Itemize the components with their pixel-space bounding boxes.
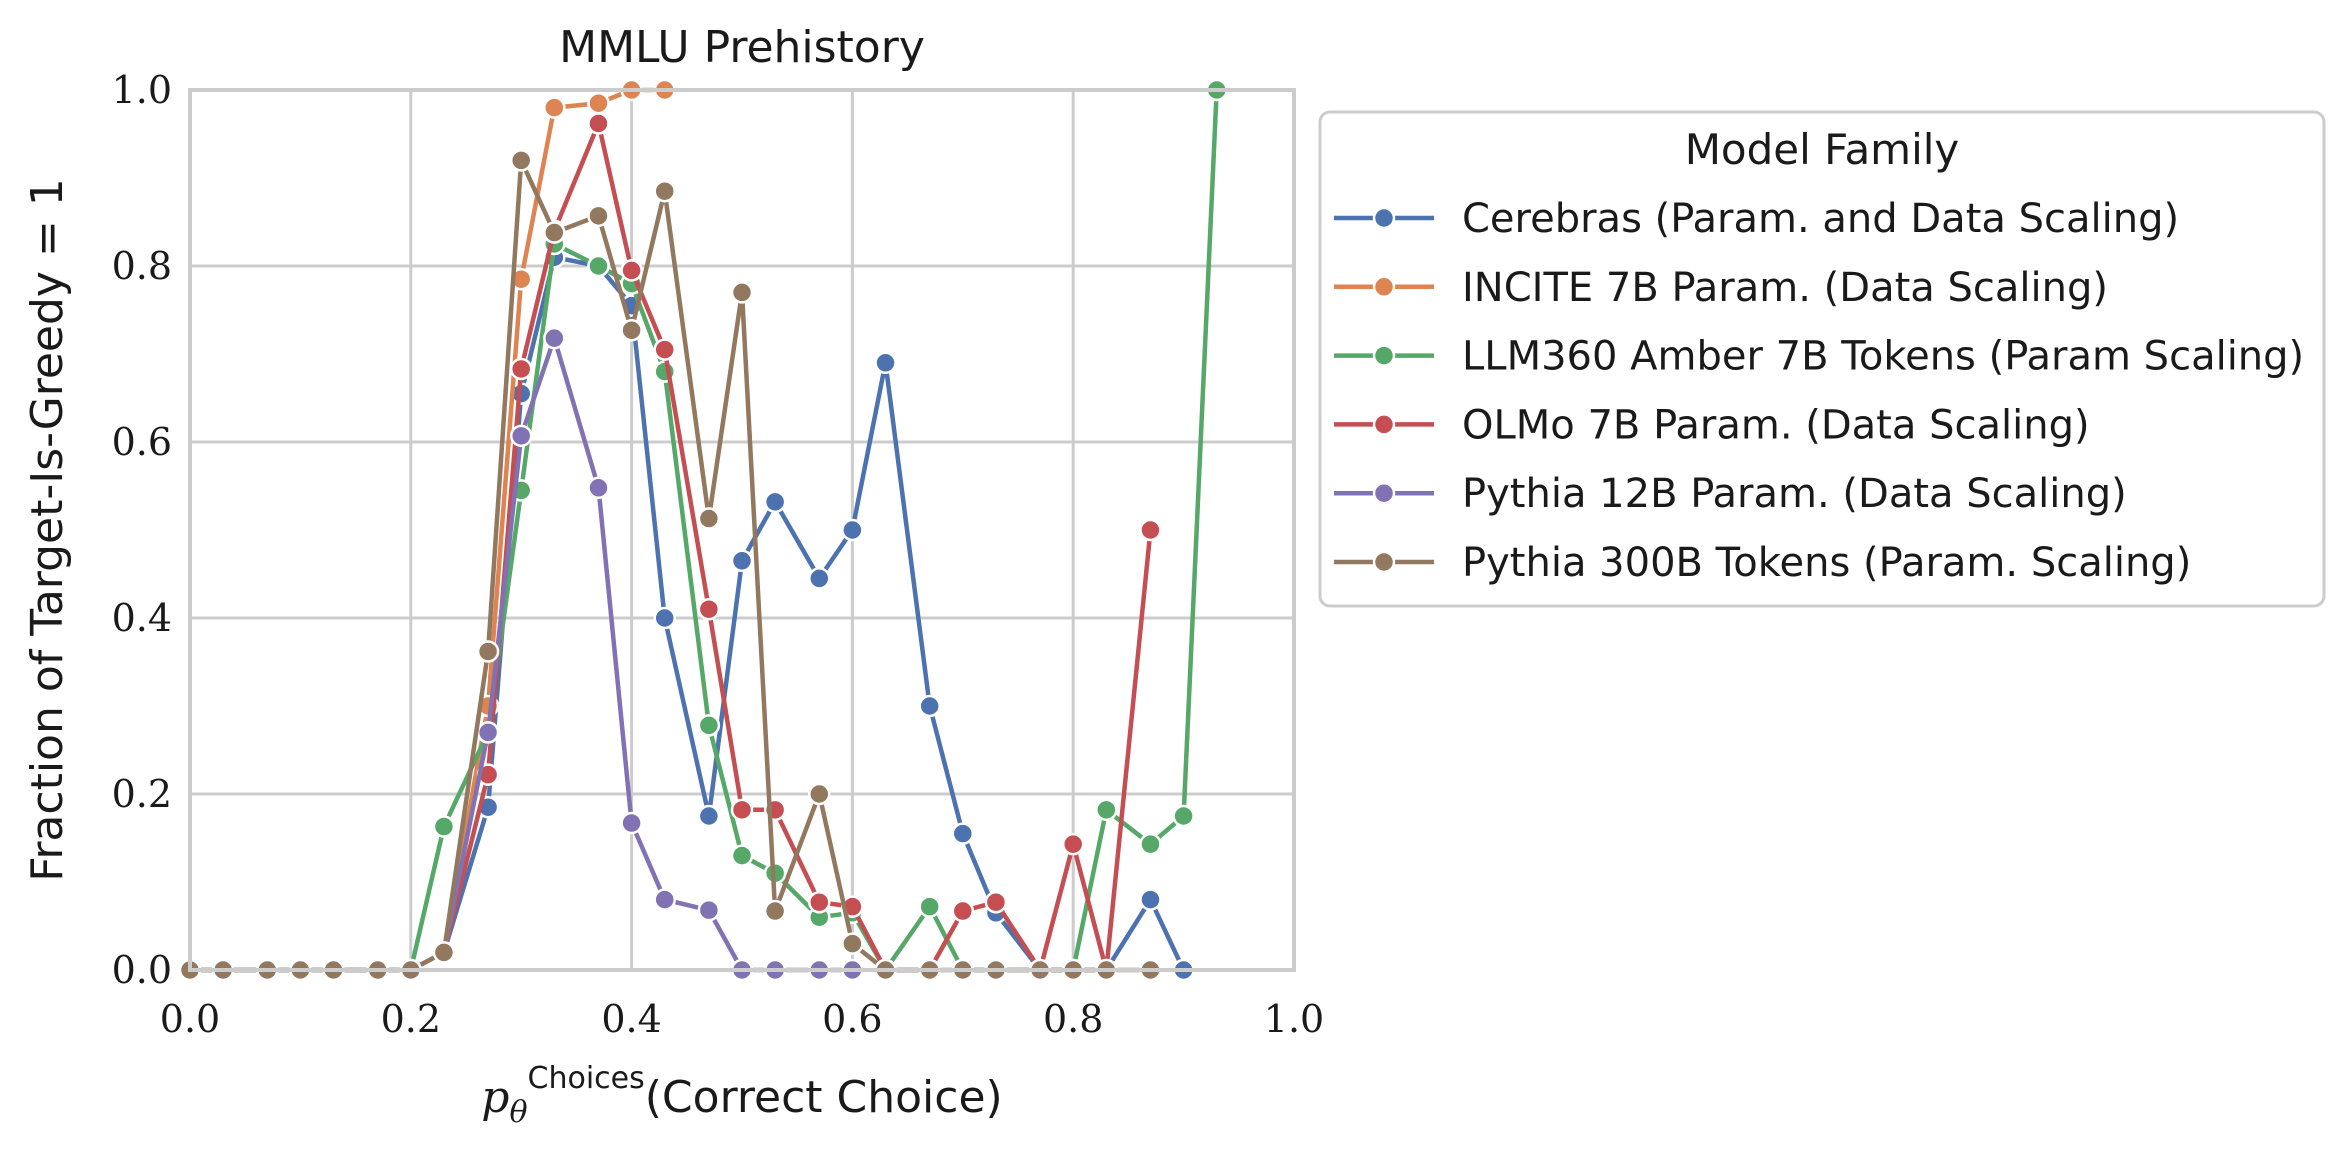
- legend-marker: [1372, 275, 1396, 299]
- data-point: [653, 606, 676, 630]
- data-point: [587, 112, 610, 135]
- legend-marker: [1372, 481, 1396, 505]
- data-point: [697, 597, 721, 621]
- data-point: [984, 890, 1008, 914]
- data-point: [808, 567, 831, 590]
- data-point: [763, 490, 787, 514]
- x-tick-label: 0.4: [601, 997, 661, 1041]
- data-point: [432, 941, 456, 964]
- data-point: [587, 204, 610, 228]
- data-point: [476, 721, 500, 744]
- data-point: [543, 326, 566, 350]
- data-point: [730, 549, 754, 573]
- x-tick-label: 1.0: [1264, 997, 1324, 1041]
- x-axis-label-subscript: θ: [509, 1095, 527, 1130]
- legend-entry: INCITE 7B Param. (Data Scaling): [1334, 265, 2108, 311]
- data-point: [1139, 888, 1162, 911]
- data-point: [620, 318, 643, 342]
- data-point: [587, 476, 610, 500]
- y-tick-label: 0.8: [112, 244, 172, 288]
- data-point: [653, 338, 676, 361]
- data-point: [918, 694, 941, 718]
- x-tick-label: 0.6: [822, 997, 882, 1041]
- data-point: [808, 890, 831, 914]
- legend-entries: Cerebras (Param. and Data Scaling) INCITE…: [1334, 196, 2304, 586]
- data-point: [808, 782, 831, 806]
- y-axis-label: Fraction of Target-Is-Greedy = 1: [22, 178, 73, 882]
- data-point: [432, 815, 456, 838]
- legend-entry: OLMo 7B Param. (Data Scaling): [1334, 402, 2090, 448]
- data-point: [1061, 832, 1085, 856]
- data-point: [587, 254, 610, 278]
- x-tick-label: 0.2: [381, 997, 441, 1041]
- data-point: [697, 898, 721, 922]
- data-point: [587, 91, 610, 115]
- data-point: [697, 714, 721, 737]
- legend-marker: [1372, 206, 1396, 230]
- y-tick-label: 0.0: [112, 948, 172, 992]
- legend-label: OLMo 7B Param. (Data Scaling): [1462, 402, 2090, 448]
- y-tick-label: 0.2: [112, 772, 172, 816]
- data-point: [730, 844, 754, 867]
- legend: Model Family Cerebras (Param. and Data S…: [1318, 110, 2326, 608]
- legend-title: Model Family: [1685, 125, 1960, 174]
- legend-label: INCITE 7B Param. (Data Scaling): [1462, 265, 2108, 311]
- data-point: [543, 96, 566, 119]
- x-axis-label: pθChoices(Correct Choice): [481, 1061, 1002, 1130]
- legend-entry: Cerebras (Param. and Data Scaling): [1334, 196, 2179, 242]
- legend-marker: [1372, 413, 1396, 436]
- data-point: [509, 149, 533, 172]
- data-point: [1139, 832, 1162, 856]
- data-point: [1095, 798, 1118, 822]
- data-point: [653, 179, 676, 203]
- data-point: [841, 518, 864, 542]
- chart-title: MMLU Prehistory: [559, 22, 925, 73]
- legend-label: Pythia 300B Tokens (Param. Scaling): [1462, 540, 2191, 586]
- x-tick-label: 0.0: [160, 997, 220, 1041]
- legend-label: LLM360 Amber 7B Tokens (Param Scaling): [1462, 334, 2304, 380]
- data-point: [653, 888, 676, 911]
- data-point: [697, 804, 721, 828]
- data-point: [730, 281, 754, 304]
- data-point: [697, 507, 721, 530]
- data-point: [509, 424, 533, 448]
- y-tick-label: 1.0: [112, 68, 172, 112]
- legend-entry: Pythia 300B Tokens (Param. Scaling): [1334, 540, 2191, 586]
- data-point: [543, 221, 566, 244]
- x-axis-label-superscript: Choices: [528, 1061, 645, 1096]
- data-point: [730, 798, 754, 822]
- data-point: [620, 259, 643, 282]
- data-point: [951, 822, 975, 845]
- x-axis-label-symbol: p: [481, 1072, 509, 1123]
- data-point: [951, 899, 975, 923]
- x-axis-label-text: (Correct Choice): [645, 1072, 1003, 1123]
- y-tick-label: 0.6: [112, 420, 172, 464]
- legend-box: [1318, 110, 2326, 608]
- data-point: [763, 899, 787, 923]
- x-tick-labels: 0.0 0.2 0.4 0.6 0.8 1.0: [160, 997, 1324, 1041]
- data-point: [1172, 804, 1195, 828]
- grid-lines: [188, 88, 1296, 972]
- legend-marker: [1372, 550, 1396, 574]
- legend-label: Cerebras (Param. and Data Scaling): [1462, 196, 2179, 242]
- data-point: [620, 811, 643, 835]
- legend-entry: LLM360 Amber 7B Tokens (Param Scaling): [1334, 334, 2304, 380]
- data-point: [509, 357, 533, 381]
- legend-marker: [1372, 344, 1396, 367]
- data-point: [841, 932, 864, 955]
- data-point: [1139, 518, 1162, 542]
- data-point: [874, 351, 897, 375]
- y-tick-labels: 0.0 0.2 0.4 0.6 0.8 1.0: [112, 68, 172, 992]
- y-tick-label: 0.4: [112, 596, 172, 640]
- plot-frame: [188, 88, 1296, 972]
- legend-entry: Pythia 12B Param. (Data Scaling): [1334, 471, 2127, 517]
- x-tick-label: 0.8: [1043, 997, 1103, 1041]
- legend-label: Pythia 12B Param. (Data Scaling): [1462, 471, 2127, 517]
- data-point: [476, 640, 500, 663]
- data-point: [918, 895, 941, 918]
